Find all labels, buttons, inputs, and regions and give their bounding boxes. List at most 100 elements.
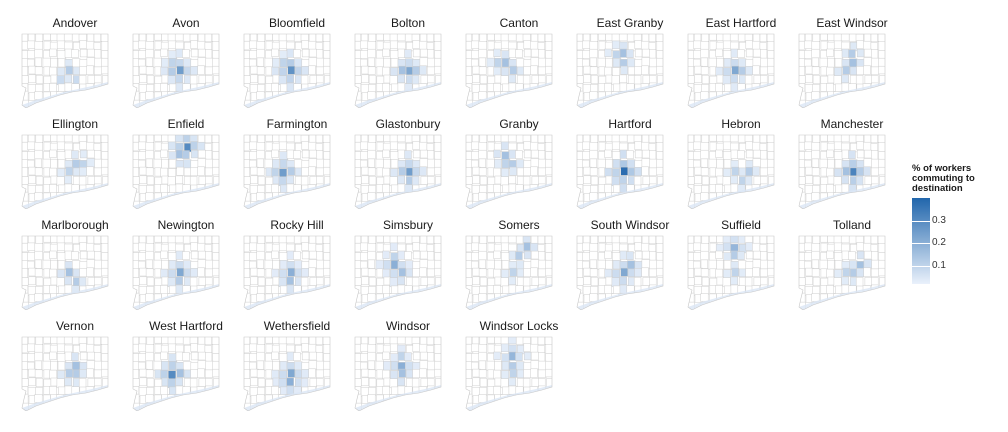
town-cell <box>709 34 717 41</box>
town-cell <box>478 142 487 152</box>
town-cell <box>433 236 441 245</box>
town-cell <box>538 251 546 261</box>
town-cell <box>264 158 273 169</box>
commute-map <box>465 134 553 209</box>
town-cell <box>376 403 384 411</box>
town-cell <box>605 276 613 286</box>
town-cell <box>722 277 731 288</box>
town-cell <box>760 57 769 68</box>
town-cell <box>820 34 828 41</box>
town-cell <box>361 377 369 387</box>
town-cell <box>397 284 406 294</box>
town-cell <box>848 34 858 42</box>
town-cell <box>197 57 207 67</box>
town-cell <box>397 175 405 185</box>
town-cell <box>611 242 621 252</box>
town-panel: Glastonbury <box>353 101 463 209</box>
town-cell <box>582 236 591 245</box>
town-cell <box>434 41 441 51</box>
town-cell <box>196 192 205 202</box>
town-cell <box>412 250 421 260</box>
town-cell <box>102 395 108 405</box>
town-cell <box>176 65 185 75</box>
town-cell <box>244 378 251 387</box>
state-outline <box>354 336 442 411</box>
commute-map <box>243 33 331 108</box>
town-cell <box>197 48 206 58</box>
town-cell <box>634 141 643 150</box>
town-cell <box>93 92 102 102</box>
town-cell <box>641 250 650 260</box>
commute-map <box>354 235 442 310</box>
town-cell <box>27 141 36 150</box>
town-cell <box>167 337 177 345</box>
town-cell <box>744 277 753 287</box>
town-cell <box>546 294 552 304</box>
town-panel: Manchester <box>797 101 907 209</box>
town-cell <box>478 268 487 277</box>
town-cell <box>360 151 369 160</box>
town-cell <box>169 83 177 92</box>
town-cell <box>167 75 176 86</box>
town-cell <box>86 166 94 176</box>
town-cell <box>316 352 324 362</box>
town-cell <box>715 66 723 77</box>
town-cell <box>145 48 154 59</box>
town-cell <box>752 40 761 51</box>
town-cell <box>471 260 479 270</box>
town-cell <box>863 158 873 168</box>
town-cell <box>279 151 288 160</box>
town-cell <box>205 150 213 160</box>
town-cell <box>641 267 649 277</box>
town-cell <box>544 337 552 346</box>
town-cell <box>323 360 330 371</box>
town-cell <box>471 50 480 59</box>
town-cell <box>730 276 738 286</box>
town-cell <box>176 402 184 411</box>
town-cell <box>849 167 858 177</box>
town-cell <box>649 150 657 160</box>
town-cell <box>878 57 885 68</box>
town-cell <box>737 49 745 58</box>
town-cell <box>434 57 441 68</box>
town-cell <box>597 259 606 270</box>
town-cell <box>85 394 94 404</box>
town-cell <box>249 236 258 245</box>
town-cell <box>656 243 663 253</box>
town-cell <box>412 242 421 251</box>
town-cell <box>833 141 843 151</box>
town-cell <box>730 74 738 84</box>
town-cell <box>294 369 303 379</box>
town-cell <box>367 243 376 253</box>
town-cell <box>613 285 621 294</box>
town-cell <box>494 360 502 371</box>
town-panel: Canton <box>464 0 574 108</box>
town-cell <box>175 385 184 395</box>
town-cell <box>265 337 273 344</box>
town-cell <box>42 259 51 270</box>
town-cell <box>256 167 265 176</box>
town-panel: Windsor <box>353 303 463 411</box>
town-cell <box>27 40 36 49</box>
town-cell <box>589 268 598 277</box>
town-cell <box>100 34 108 43</box>
town-cell <box>466 167 472 177</box>
town-cell <box>626 302 635 310</box>
town-cell <box>368 185 377 194</box>
town-cell <box>390 252 399 261</box>
town-cell <box>360 252 369 261</box>
town-cell <box>471 40 480 49</box>
town-cell <box>301 167 310 177</box>
commute-map <box>798 33 886 108</box>
legend-title-line: % of workers <box>912 163 972 174</box>
town-cell <box>204 244 212 253</box>
panel-title: East Granby <box>596 16 664 30</box>
town-cell <box>478 66 487 75</box>
town-cell <box>145 158 153 168</box>
town-cell <box>100 135 108 144</box>
town-cell <box>420 176 429 185</box>
town-cell <box>516 361 525 372</box>
town-cell <box>286 149 295 159</box>
commute-map <box>576 235 664 310</box>
town-cell <box>487 236 495 243</box>
